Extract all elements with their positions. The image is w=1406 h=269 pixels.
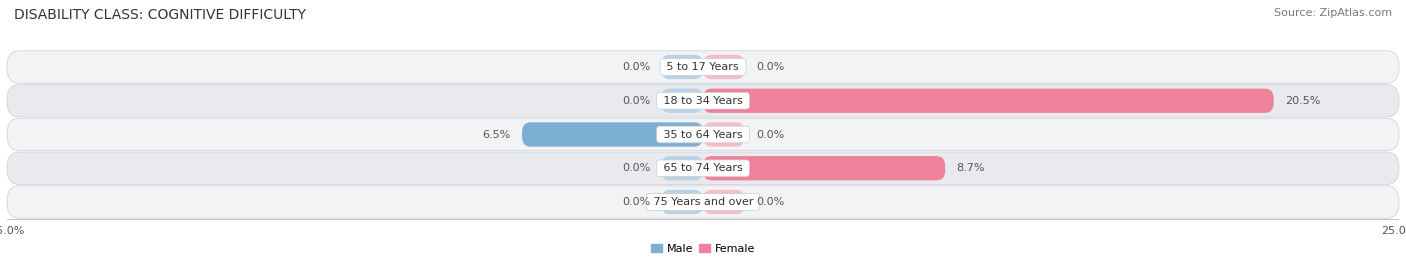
FancyBboxPatch shape (661, 156, 703, 180)
FancyBboxPatch shape (661, 190, 703, 214)
Text: 0.0%: 0.0% (621, 62, 650, 72)
FancyBboxPatch shape (7, 118, 1399, 151)
Text: 0.0%: 0.0% (756, 62, 785, 72)
Text: 20.5%: 20.5% (1285, 96, 1320, 106)
FancyBboxPatch shape (703, 156, 945, 180)
FancyBboxPatch shape (7, 51, 1399, 83)
Text: 0.0%: 0.0% (756, 197, 785, 207)
Text: Source: ZipAtlas.com: Source: ZipAtlas.com (1274, 8, 1392, 18)
Text: 0.0%: 0.0% (621, 96, 650, 106)
FancyBboxPatch shape (703, 89, 1274, 113)
Text: 75 Years and over: 75 Years and over (650, 197, 756, 207)
Text: DISABILITY CLASS: COGNITIVE DIFFICULTY: DISABILITY CLASS: COGNITIVE DIFFICULTY (14, 8, 307, 22)
FancyBboxPatch shape (703, 55, 745, 79)
Legend: Male, Female: Male, Female (647, 239, 759, 258)
FancyBboxPatch shape (703, 190, 745, 214)
FancyBboxPatch shape (7, 84, 1399, 117)
FancyBboxPatch shape (7, 152, 1399, 185)
Text: 0.0%: 0.0% (621, 163, 650, 173)
FancyBboxPatch shape (522, 122, 703, 147)
Text: 0.0%: 0.0% (621, 197, 650, 207)
Text: 65 to 74 Years: 65 to 74 Years (659, 163, 747, 173)
Text: 6.5%: 6.5% (482, 129, 510, 140)
Text: 8.7%: 8.7% (956, 163, 984, 173)
Text: 35 to 64 Years: 35 to 64 Years (659, 129, 747, 140)
FancyBboxPatch shape (7, 186, 1399, 218)
FancyBboxPatch shape (661, 89, 703, 113)
FancyBboxPatch shape (661, 55, 703, 79)
Text: 18 to 34 Years: 18 to 34 Years (659, 96, 747, 106)
Text: 0.0%: 0.0% (756, 129, 785, 140)
Text: 5 to 17 Years: 5 to 17 Years (664, 62, 742, 72)
FancyBboxPatch shape (703, 122, 745, 147)
